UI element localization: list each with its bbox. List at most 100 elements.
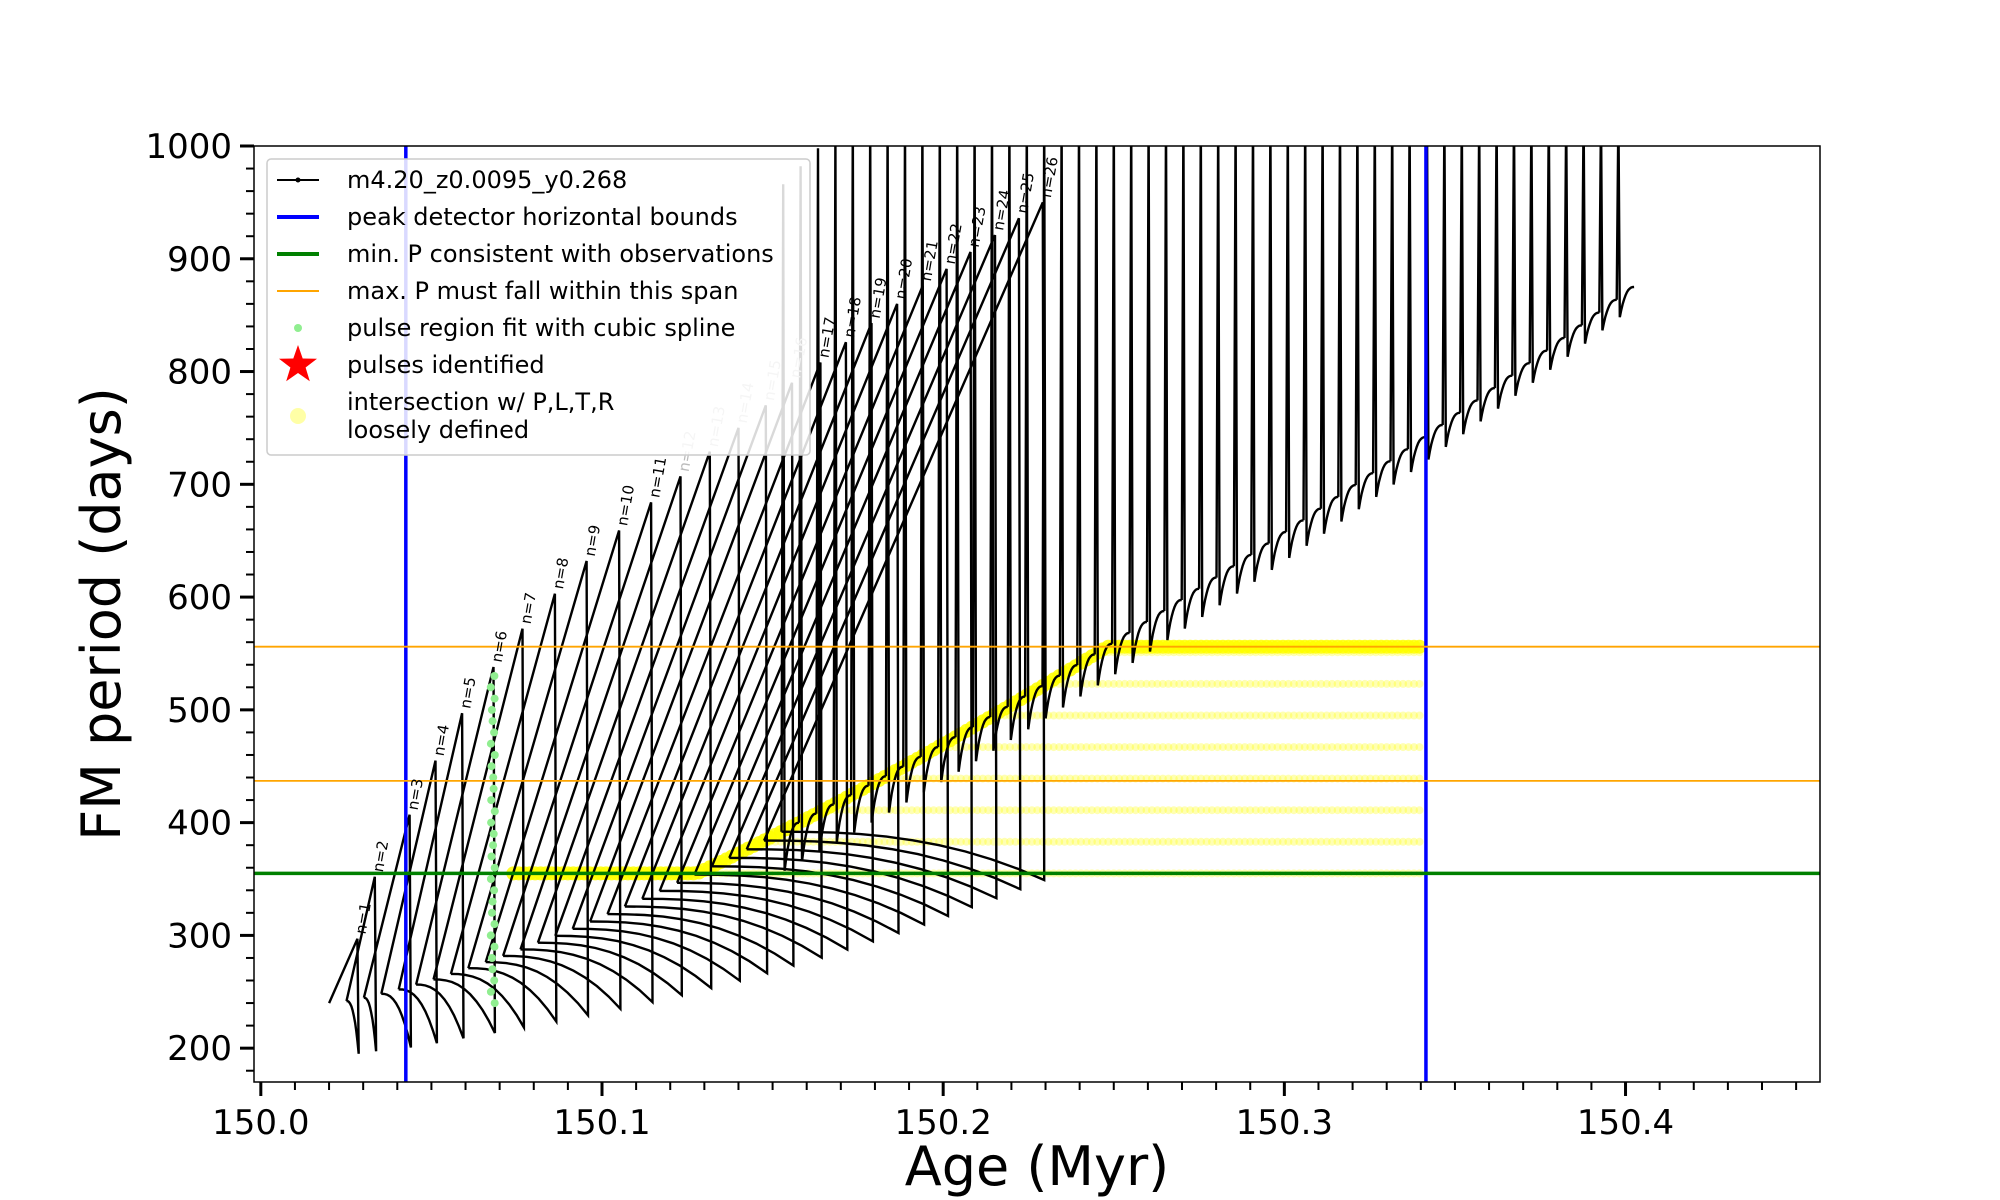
intersection-marker-faint [1120, 679, 1129, 688]
intersection-marker-faint [1137, 806, 1146, 815]
intersection-marker-faint [1382, 743, 1391, 752]
intersection-marker-faint [973, 837, 982, 846]
intersection-marker-faint [1344, 837, 1353, 846]
pulse-label: n=9 [581, 523, 604, 557]
intersection-marker-faint [1006, 837, 1014, 846]
track-pulse-cycle [971, 146, 991, 762]
intersection-marker-faint [1027, 837, 1036, 846]
intersection-marker-faint [1098, 679, 1107, 688]
intersection-marker-faint [1257, 743, 1266, 752]
y-tick-label: 600 [167, 578, 232, 618]
intersection-marker-faint [1104, 806, 1113, 815]
track-pulse-cycle [484, 530, 622, 1012]
spline-marker [490, 751, 499, 759]
intersection-marker-faint [1371, 743, 1380, 752]
intersection-marker-faint [1218, 743, 1227, 752]
intersection-marker-faint [1404, 711, 1413, 720]
intersection-marker-faint [1148, 711, 1156, 720]
intersection-marker-faint [1202, 806, 1211, 815]
intersection-marker-faint [1235, 837, 1244, 846]
intersection-marker-faint [1404, 743, 1413, 752]
spline-marker [488, 897, 497, 906]
intersection-marker-faint [1137, 743, 1146, 752]
intersection-marker-faint [1306, 806, 1315, 815]
track-pulse-cycle [362, 814, 413, 1048]
intersection-marker-faint [1049, 837, 1058, 846]
intersection-marker-faint [1175, 837, 1184, 846]
intersection-marker-faint [1246, 679, 1255, 688]
intersection-marker-faint [1077, 743, 1085, 752]
intersection-marker-faint [1109, 806, 1118, 815]
intersection-marker-faint [962, 743, 971, 752]
intersection-marker-faint [1311, 679, 1320, 688]
intersection-marker-faint [1126, 743, 1135, 752]
track-pulse-cycle [954, 146, 973, 772]
intersection-marker-faint [1404, 806, 1413, 815]
intersection-marker-faint [858, 806, 867, 815]
spline-marker [487, 818, 496, 827]
intersection-marker-faint [1071, 806, 1080, 815]
track-pulse-cycle [1337, 146, 1356, 522]
y-tick-label: 900 [167, 240, 232, 280]
y-tick-label: 800 [167, 353, 232, 393]
intersection-marker-faint [1415, 837, 1424, 846]
intersection-marker-faint [1191, 837, 1200, 846]
intersection-marker-faint [1071, 743, 1080, 752]
intersection-marker-faint [1213, 806, 1222, 815]
intersection-marker-faint [1399, 711, 1408, 720]
intersection-marker-faint [1366, 711, 1375, 720]
intersection-marker-faint [1109, 711, 1118, 720]
intersection-marker-faint [1126, 679, 1135, 688]
intersection-marker-faint [1169, 679, 1178, 688]
x-tick-label: 150.2 [895, 1103, 992, 1143]
track-pulse-cycle [1180, 146, 1200, 629]
intersection-marker-faint [1164, 711, 1173, 720]
intersection-marker-faint [1235, 679, 1244, 688]
intersection-marker-faint [1082, 711, 1091, 720]
intersection-marker-faint [1006, 743, 1014, 752]
intersection-marker-faint [1273, 679, 1282, 688]
intersection-marker-faint [1148, 743, 1156, 752]
track-pulse-cycle [1163, 146, 1182, 641]
intersection-marker-faint [875, 806, 883, 815]
intersection-marker-faint [1268, 679, 1277, 688]
pulse-label: n=1 [352, 901, 375, 935]
intersection-marker-faint [1202, 711, 1211, 720]
y-tick-label: 700 [167, 465, 232, 505]
intersection-marker-faint [1175, 806, 1184, 815]
intersection-marker-faint [1224, 679, 1233, 688]
spline-marker [487, 705, 496, 714]
intersection-marker-faint [1377, 837, 1386, 846]
intersection-marker-faint [1197, 806, 1206, 815]
intersection-marker-faint [1415, 711, 1424, 720]
intersection-marker-faint [1115, 743, 1124, 752]
intersection-marker-faint [1022, 743, 1031, 752]
track-pulse-cycle [693, 268, 950, 918]
intersection-marker-faint [1022, 837, 1031, 846]
intersection-marker-faint [1175, 743, 1184, 752]
spline-marker [489, 784, 498, 793]
intersection-marker-faint [978, 837, 987, 846]
intersection-marker-faint [1158, 711, 1167, 720]
track-pulse-cycle [1528, 146, 1548, 384]
intersection-marker-faint [913, 806, 922, 815]
intersection-marker-faint [1333, 711, 1342, 720]
track-pulse-cycle [1232, 146, 1252, 594]
intersection-marker-faint [1000, 743, 1009, 752]
intersection-marker-faint [1049, 806, 1058, 815]
intersection-marker-faint [1137, 837, 1146, 846]
intersection-marker-faint [962, 837, 971, 846]
intersection-marker-faint [1289, 837, 1298, 846]
intersection-marker-faint [1027, 743, 1036, 752]
intersection-marker-faint [1393, 837, 1402, 846]
intersection-marker-faint [1240, 806, 1249, 815]
intersection-marker-faint [1093, 837, 1102, 846]
intersection-marker-faint [1082, 837, 1091, 846]
intersection-marker-faint [1273, 743, 1282, 752]
intersection-marker-faint [1131, 806, 1140, 815]
intersection-marker-faint [956, 837, 965, 846]
intersection-marker-faint [1077, 711, 1085, 720]
intersection-marker-faint [1224, 806, 1233, 815]
intersection-marker-faint [1158, 806, 1167, 815]
